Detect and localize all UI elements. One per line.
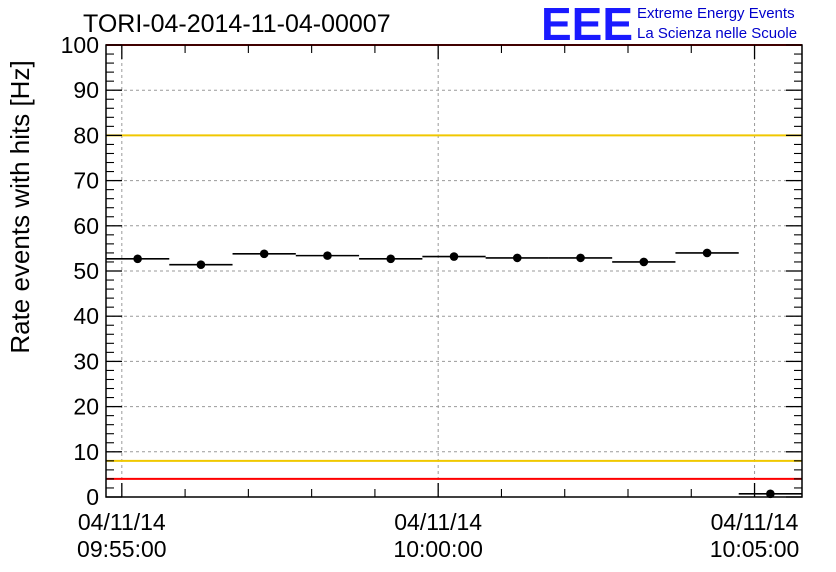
data-point	[766, 489, 775, 499]
x-tick-time: 10:05:00	[710, 536, 800, 562]
reference-lines	[106, 44, 802, 480]
y-tick-label: 60	[73, 213, 99, 239]
data-point	[576, 253, 585, 263]
x-tick-time: 10:00:00	[393, 536, 483, 562]
x-tick-date: 04/11/14	[394, 509, 482, 535]
data-point	[386, 254, 396, 264]
y-axis-label: Rate events with hits [Hz]	[5, 60, 35, 353]
data-point	[323, 251, 332, 260]
eee-logo-line1: Extreme Energy Events	[637, 5, 795, 22]
eee-logo: EEE Extreme Energy Events La Scienza nel…	[541, 0, 797, 50]
data-points	[106, 248, 802, 499]
data-point	[449, 252, 459, 261]
eee-logo-mark: EEE	[541, 0, 633, 50]
y-tick-label: 0	[86, 484, 99, 510]
data-point	[133, 254, 142, 264]
x-tick-date: 04/11/14	[711, 509, 799, 535]
y-tick-label: 20	[73, 394, 99, 420]
grid-lines	[106, 45, 802, 497]
y-tick-label: 40	[73, 303, 99, 329]
data-point	[196, 260, 206, 269]
x-tick-date: 04/11/14	[78, 509, 166, 535]
y-tick-label: 30	[73, 348, 99, 374]
x-tick-time: 09:55:00	[77, 536, 167, 562]
y-tick-label: 70	[73, 168, 99, 194]
y-tick-label: 50	[73, 258, 99, 284]
y-tick-label: 10	[73, 439, 99, 465]
y-tick-label: 100	[61, 32, 99, 58]
y-tick-label: 80	[73, 122, 99, 148]
data-point	[639, 257, 649, 267]
eee-logo-line2: La Scienza nelle Scuole	[637, 25, 797, 42]
data-point	[702, 248, 712, 258]
data-point	[512, 253, 522, 263]
chart-title: TORI-04-2014-11-04-00007	[83, 10, 391, 38]
data-point	[259, 249, 269, 259]
y-tick-label: 90	[73, 77, 99, 103]
axis-ticks: 010203040506070809010004/11/1409:55:0004…	[61, 32, 802, 562]
